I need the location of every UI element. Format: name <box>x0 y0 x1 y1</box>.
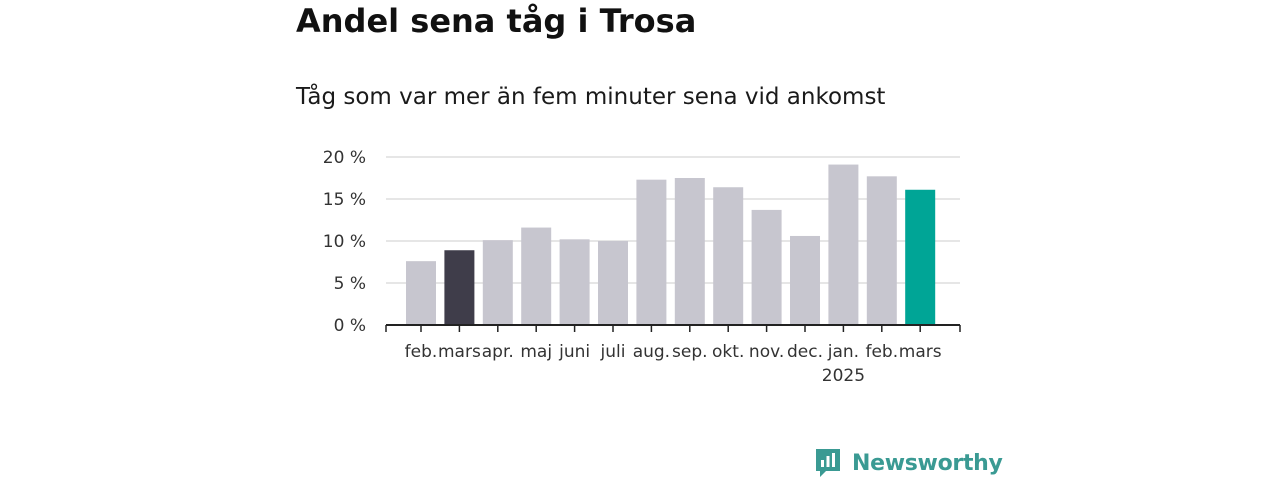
y-tick-label: 15 % <box>323 190 366 210</box>
bar <box>598 241 628 325</box>
bar <box>713 187 744 325</box>
newsworthy-logo-icon <box>816 449 840 477</box>
gridlines <box>386 156 960 284</box>
chart-subtitle: Tåg som var mer än fem minuter sena vid … <box>296 84 886 110</box>
x-tick-label: dec. <box>787 342 823 362</box>
bar <box>636 179 667 325</box>
x-tick-label: nov. <box>749 342 784 362</box>
chart-title: Andel sena tåg i Trosa <box>296 2 697 40</box>
x-year-label: 2025 <box>822 366 865 386</box>
x-tick-label: maj <box>520 342 552 362</box>
bar <box>866 176 897 325</box>
bar <box>828 164 859 325</box>
newsworthy-logo: Newsworthy <box>814 446 1003 480</box>
y-axis: 0 % 5 % 10 % 15 % 20 % <box>323 148 366 336</box>
y-tick-label: 5 % <box>334 274 366 294</box>
bar <box>905 189 936 325</box>
bar <box>790 235 820 325</box>
x-tick-label: apr. <box>482 342 514 362</box>
x-tick-label: sep. <box>672 342 708 362</box>
bar <box>674 178 705 325</box>
bars <box>406 164 936 325</box>
bar <box>482 240 513 325</box>
bar <box>521 227 552 325</box>
x-tick-label: mars <box>438 342 481 362</box>
y-tick-label: 20 % <box>323 148 366 168</box>
x-tick-label: jan. <box>827 342 859 362</box>
newsworthy-logo-text: Newsworthy <box>852 450 1003 476</box>
x-axis: feb. mars apr. maj juni juli aug. sep. okt. nov. d… <box>385 324 961 386</box>
bar <box>751 209 782 325</box>
y-tick-label: 0 % <box>334 316 366 336</box>
x-tick-label: aug. <box>633 342 670 362</box>
x-tick-label: feb. <box>865 342 898 362</box>
bar-chart: 0 %5 %10 %15 %20 % feb. mars apr. maj juni ju… <box>323 148 961 386</box>
bar <box>559 239 590 325</box>
x-tick-label: juli <box>600 342 626 362</box>
bar <box>406 261 436 325</box>
x-tick-label: mars <box>899 342 942 362</box>
x-tick-label: okt. <box>712 342 744 362</box>
bar <box>444 250 475 325</box>
x-tick-label: feb. <box>405 342 438 362</box>
x-tick-label: juni <box>558 342 590 362</box>
y-tick-label: 10 % <box>323 232 366 252</box>
